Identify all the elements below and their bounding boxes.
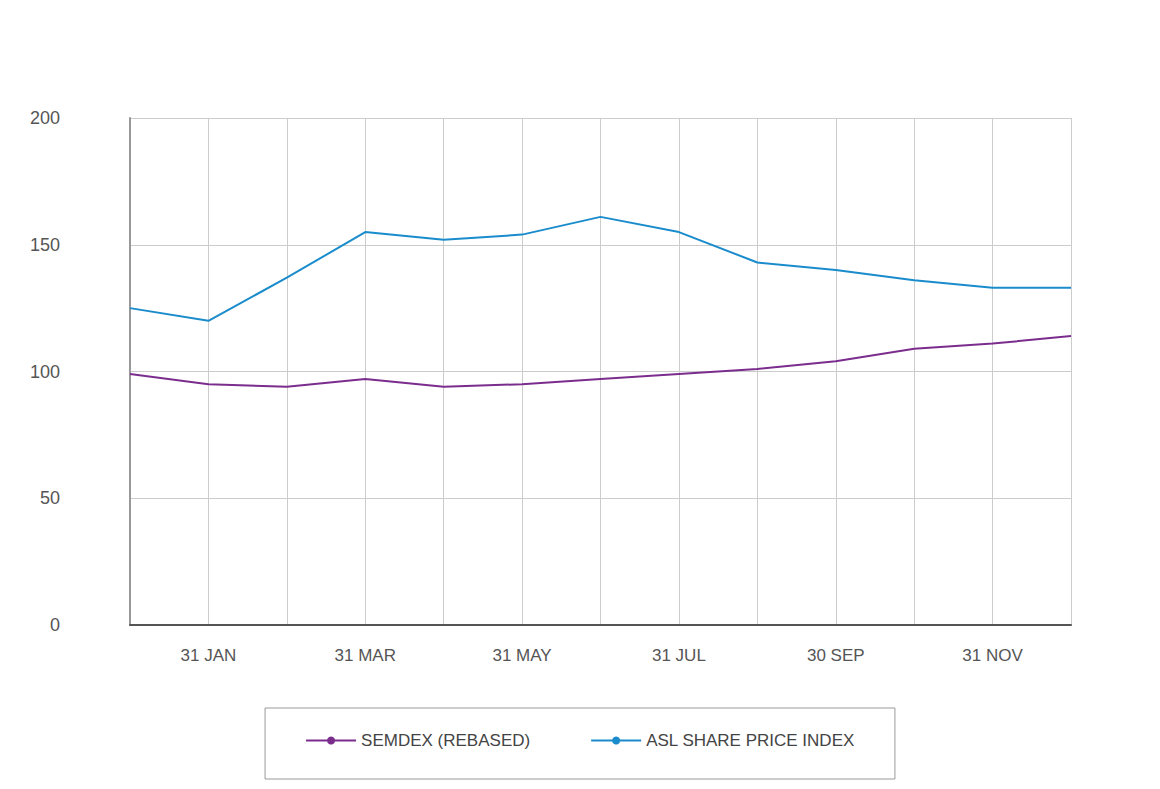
- svg-text:31 JUL: 31 JUL: [652, 646, 706, 665]
- svg-text:0: 0: [50, 615, 60, 635]
- svg-text:ASL SHARE PRICE INDEX: ASL SHARE PRICE INDEX: [646, 731, 854, 750]
- svg-text:100: 100: [30, 362, 60, 382]
- svg-text:31 NOV: 31 NOV: [962, 646, 1023, 665]
- svg-text:31 MAY: 31 MAY: [492, 646, 551, 665]
- svg-text:150: 150: [30, 235, 60, 255]
- svg-text:30 SEP: 30 SEP: [807, 646, 865, 665]
- svg-text:31 MAR: 31 MAR: [335, 646, 396, 665]
- svg-text:50: 50: [40, 488, 60, 508]
- svg-text:200: 200: [30, 108, 60, 128]
- svg-text:31 JAN: 31 JAN: [181, 646, 237, 665]
- svg-text:SEMDEX (REBASED): SEMDEX (REBASED): [361, 731, 530, 750]
